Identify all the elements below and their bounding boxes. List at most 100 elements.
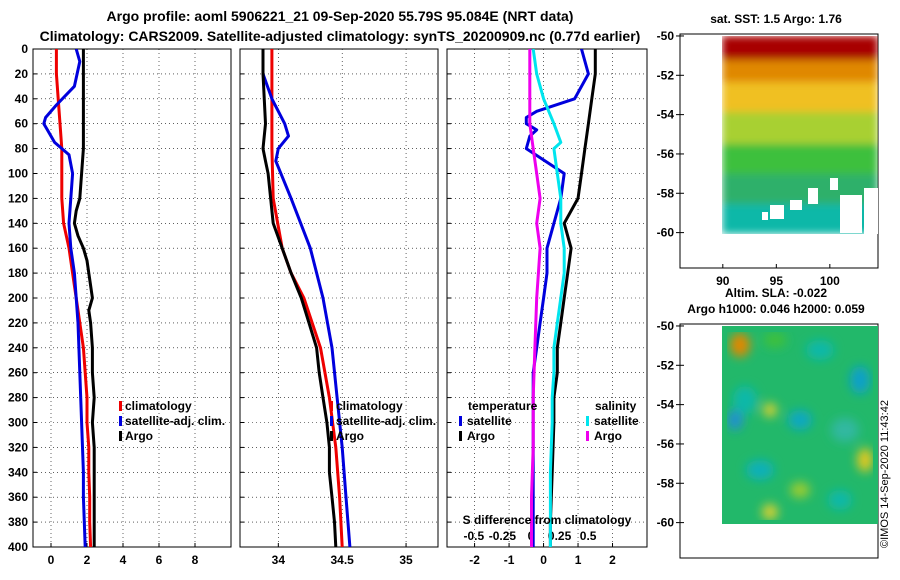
temp-series-satellite-adj-clim- (42, 49, 87, 547)
sal-xtick-label: 35 (399, 553, 413, 567)
map-latitude-label: -50 (657, 29, 675, 43)
legend-label-satellite-adj: satellite-adj. clim. (125, 414, 225, 428)
map-longitude-label: 95 (770, 274, 784, 288)
map-latitude-label: -52 (657, 68, 675, 82)
legend-swatch-sal-satellite (586, 416, 589, 426)
temp-series-group (42, 49, 96, 547)
depth-tick-label: 360 (8, 490, 28, 504)
sal-series-group (261, 49, 352, 547)
map-latitude-label: -54 (657, 108, 675, 122)
legend-label-sal-satellite: satellite (594, 414, 639, 428)
temp-series-argo (72, 49, 96, 547)
imos-timestamp-stamp: ©IMOS 14-Sep-2020 11:43:42 (879, 400, 891, 548)
diff-xtick-label: 0 (540, 553, 547, 567)
depth-tick-label: 160 (8, 241, 28, 255)
temperature-legend: climatology satellite-adj. clim. Argo (119, 399, 225, 443)
legend-label-argo: Argo (125, 429, 153, 443)
legend-swatch-climatology (119, 401, 122, 411)
depth-tick-label: 120 (8, 191, 28, 205)
legend-swatch-argo (119, 431, 122, 441)
depth-tick-label: 240 (8, 341, 28, 355)
sst-map-axes: -50 -52 -54 -56 -58 -60 90 95 100 (657, 29, 841, 288)
depth-tick-label: 100 (8, 167, 28, 181)
diff-xtick-label: -2 (469, 553, 480, 567)
sal-series-satellite-adj-clim- (261, 49, 352, 547)
legend-label-temp-argo: Argo (467, 429, 495, 443)
diff-xtick-label: 1 (575, 553, 582, 567)
legend-swatch-temp-argo (459, 431, 462, 441)
legend-label-temp-satellite: satellite (467, 414, 512, 428)
temp-xtick-label: 0 (48, 553, 55, 567)
diff-secondary-xtick-label: -0.25 (489, 529, 517, 543)
map-latitude-label: -58 (657, 186, 675, 200)
map-latitude-label: -60 (657, 226, 675, 240)
diff-series-salinity-argo (528, 49, 542, 547)
map-latitude-label: -50 (657, 319, 675, 333)
diff-secondary-xtick-label: -0.5 (464, 529, 485, 543)
map-longitude-label: 90 (716, 274, 730, 288)
temperature-profile-panel: 0204060801001201401601802002202402602803… (8, 42, 232, 567)
legend-swatch-sal-argo (586, 431, 589, 441)
difference-legend: temperature satellite Argo salinity sate… (459, 399, 639, 527)
temp-xtick-label: 8 (192, 553, 199, 567)
sst-map-panel: sat. SST: 1.5 Argo: 1.76 -5 (657, 12, 879, 288)
map-latitude-label: -54 (657, 398, 675, 412)
depth-tick-label: 180 (8, 266, 28, 280)
diff-secondary-xtick-label: 0.5 (580, 529, 597, 543)
depth-tick-label: 400 (8, 540, 28, 554)
difference-secondary-axis-label: S difference from climatology (463, 513, 632, 527)
depth-tick-label: 320 (8, 440, 28, 454)
legend-swatch-argo (330, 431, 333, 441)
map-latitude-label: -52 (657, 358, 675, 372)
diff-series-group (524, 49, 597, 547)
sst-map-title: sat. SST: 1.5 Argo: 1.76 (710, 12, 842, 26)
legend-label-climatology: climatology (336, 399, 403, 413)
sal-xtick-label: 34.5 (331, 553, 355, 567)
sla-map-title-line2: Argo h1000: 0.046 h2000: 0.059 (687, 302, 865, 316)
map-latitude-label: -56 (657, 147, 675, 161)
sla-map-axes: -50 -52 -54 -56 -58 -60 (657, 319, 684, 530)
figure-title-line1: Argo profile: aoml 5906221_21 09-Sep-202… (107, 8, 574, 24)
legend-swatch-satellite-adj (119, 416, 122, 426)
sal-series-argo (261, 49, 338, 547)
diff-series-temperature-argo (548, 49, 597, 547)
depth-tick-label: 60 (15, 117, 29, 131)
diff-series-salinity-satellite (531, 49, 566, 547)
diff-xtick-label: 2 (609, 553, 616, 567)
legend-label-satellite-adj: satellite-adj. clim. (336, 414, 436, 428)
temp-xtick-label: 4 (120, 553, 127, 567)
depth-tick-label: 220 (8, 316, 28, 330)
sal-xtick-label: 34 (272, 553, 286, 567)
salinity-legend: climatology satellite-adj. clim. Argo (330, 399, 436, 443)
legend-title-salinity: salinity (595, 399, 637, 413)
depth-tick-label: 200 (8, 291, 28, 305)
legend-swatch-temp-satellite (459, 416, 462, 426)
legend-swatch-satellite-adj (330, 416, 333, 426)
sst-heatmap-image (722, 36, 878, 234)
legend-swatch-climatology (330, 401, 333, 411)
diff-secondary-xtick-label: 0.25 (548, 529, 572, 543)
depth-tick-label: 340 (8, 465, 28, 479)
difference-profile-panel: -2 -1 0 1 2-0.5 -0.25 0 0.25 0.5 (446, 48, 648, 567)
depth-tick-label: 40 (15, 92, 29, 106)
figure-title-line2: Climatology: CARS2009. Satellite-adjuste… (40, 28, 641, 44)
depth-tick-label: 380 (8, 515, 28, 529)
legend-title-temperature: temperature (468, 399, 538, 413)
sla-map-panel: Altim. SLA: -0.022 Argo h1000: 0.046 h20… (657, 286, 879, 559)
map-longitude-label: 100 (820, 274, 840, 288)
map-latitude-label: -56 (657, 437, 675, 451)
depth-tick-label: 0 (21, 42, 28, 56)
temp-xtick-label: 2 (84, 553, 91, 567)
depth-tick-label: 80 (15, 142, 29, 156)
legend-label-climatology: climatology (125, 399, 192, 413)
map-latitude-label: -60 (657, 516, 675, 530)
sla-map-title-line1: Altim. SLA: -0.022 (725, 286, 827, 300)
legend-label-sal-argo: Argo (594, 429, 622, 443)
depth-tick-label: 280 (8, 391, 28, 405)
depth-tick-label: 20 (15, 67, 29, 81)
depth-tick-label: 300 (8, 416, 28, 430)
depth-tick-label: 260 (8, 366, 28, 380)
temp-xtick-label: 6 (156, 553, 163, 567)
legend-label-argo: Argo (336, 429, 364, 443)
